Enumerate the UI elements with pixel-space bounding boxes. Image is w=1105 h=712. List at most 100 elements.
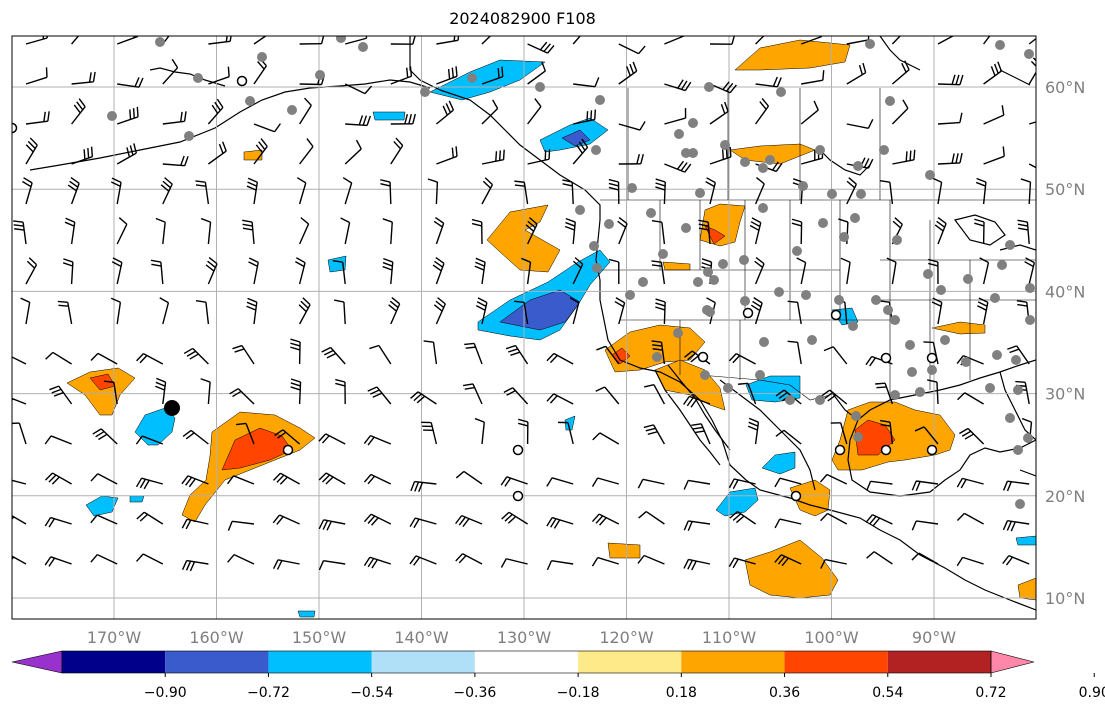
wind-barb [934, 217, 947, 245]
wind-barb [911, 480, 939, 492]
station-gray [774, 287, 784, 297]
wind-barb [774, 554, 802, 567]
coastline [595, 219, 1036, 611]
wind-barb [564, 217, 576, 245]
wind-barb [608, 178, 620, 205]
station-gray [740, 157, 750, 167]
wind-barb [380, 179, 392, 205]
wind-barb [983, 105, 1005, 125]
wind-barb [274, 429, 301, 445]
station-gray [1013, 385, 1023, 395]
colorbar-tick-label: 0.36 [769, 685, 800, 701]
station-gray [193, 73, 203, 83]
station-gray [740, 296, 750, 306]
station-gray [1013, 445, 1023, 455]
wind-barb [591, 477, 619, 487]
wind-barb [117, 77, 144, 88]
station-gray [755, 370, 765, 380]
wind-barb [481, 177, 494, 205]
anomaly-region [221, 427, 293, 471]
station-gray [1025, 283, 1035, 293]
wind-barb [20, 297, 31, 325]
wind-barb [67, 177, 80, 205]
wind-barb [891, 99, 909, 125]
wind-barb [866, 480, 893, 491]
wind-barb [546, 352, 574, 365]
wind-barb [475, 297, 488, 325]
wind-barb [974, 218, 985, 245]
colorbar-extend-low [11, 650, 63, 674]
wind-barb [683, 395, 711, 408]
wind-barb [705, 177, 716, 205]
wind-barb [390, 66, 413, 85]
wind-barb [363, 556, 392, 569]
wind-barb [637, 554, 665, 565]
wind-barb [1024, 257, 1036, 285]
wind-barb [651, 340, 666, 365]
station-gray [815, 395, 825, 405]
station-gray [915, 387, 925, 397]
station-hollow [12, 122, 18, 134]
colorbar-labels: −0.90 −0.72 −0.54 −0.36 −0.18 0.18 0.36 0.54 0.7… [144, 673, 1105, 701]
wind-barb [514, 300, 529, 325]
latitude-label: 60°N [1045, 78, 1085, 97]
wind-barb [865, 514, 893, 527]
wind-barb [525, 217, 538, 245]
wind-barb [162, 58, 179, 85]
wind-barb [253, 123, 281, 133]
station-gray [467, 73, 477, 83]
wind-barb [691, 423, 711, 445]
wind-barb [363, 434, 392, 446]
anomaly-region [297, 610, 316, 618]
station-hollow [880, 352, 892, 364]
station-gray [758, 203, 768, 213]
station-hollow [512, 490, 524, 502]
station-gray [995, 40, 1005, 50]
station-gray [961, 357, 971, 367]
colorbar-segment [681, 651, 785, 673]
wind-barb [207, 98, 224, 125]
coastline [879, 36, 921, 71]
wind-barb [956, 477, 984, 489]
wind-barb [655, 298, 666, 325]
wind-barb [155, 377, 167, 405]
wind-barb [651, 260, 666, 285]
station-gray [575, 205, 585, 215]
wind-barb [62, 258, 74, 285]
wind-barb [618, 61, 638, 85]
station-gray [818, 218, 828, 228]
station-hollow [926, 444, 938, 456]
wind-barb [227, 475, 255, 485]
wind-barb [290, 378, 302, 405]
station-hollow [926, 352, 938, 364]
wind-barb [382, 257, 394, 285]
anomaly-region [761, 451, 796, 475]
wind-barb [546, 477, 574, 487]
anomaly-region [129, 495, 145, 503]
wind-barb [787, 340, 802, 365]
colorbar-frame [61, 650, 992, 674]
wind-barb [562, 179, 574, 205]
wind-barb [846, 118, 874, 129]
wind-barb [474, 257, 486, 285]
wind-barb [983, 146, 1005, 165]
station-gray [885, 96, 895, 106]
wind-barb [344, 83, 373, 95]
longitude-label: 90°W [912, 628, 956, 647]
wind-barb [959, 427, 985, 445]
colorbar-segment [268, 651, 372, 673]
station-gray [963, 274, 973, 284]
wind-barb [318, 560, 346, 571]
wind-barb [728, 478, 756, 489]
wind-barb [791, 218, 803, 245]
station-gray [155, 37, 165, 47]
coastline [1019, 469, 1036, 477]
wind-barb [481, 66, 504, 85]
wind-barb [749, 217, 762, 245]
wind-barb [796, 257, 807, 285]
wind-barb [135, 477, 163, 490]
wind-barb [956, 512, 984, 525]
wind-barb [423, 340, 438, 365]
wind-barb [729, 511, 756, 525]
